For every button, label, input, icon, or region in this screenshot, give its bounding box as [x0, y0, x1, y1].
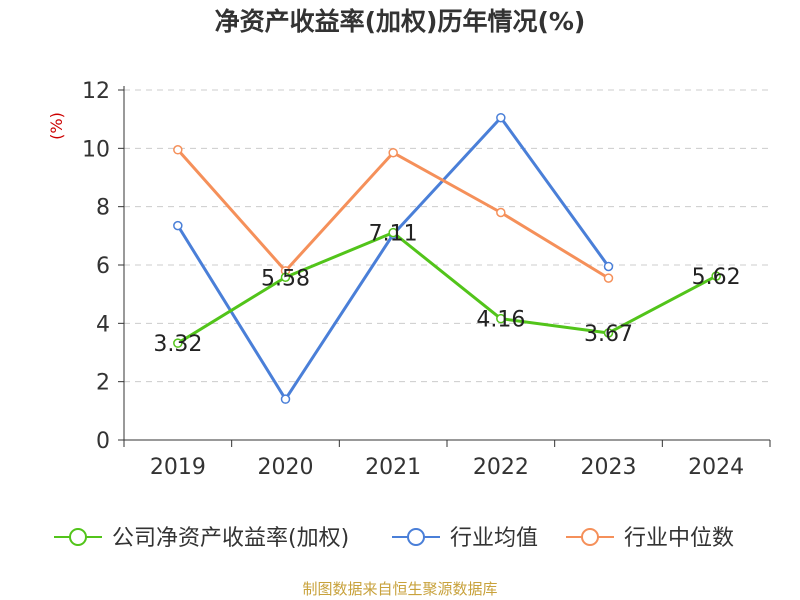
y-tick-label: 12	[82, 79, 110, 104]
chart-title: 净资产收益率(加权)历年情况(%)	[215, 7, 586, 36]
y-tick-label: 2	[96, 371, 110, 396]
series-line	[177, 231, 717, 345]
data-point	[603, 328, 614, 338]
data-label: 7.11	[369, 222, 418, 247]
legend[interactable]: 公司净资产收益率(加权) 行业均值 行业中位数	[54, 526, 734, 551]
x-tick-label: 2023	[581, 455, 637, 480]
legend-label: 行业均值	[450, 526, 538, 551]
legend-swatch-marker	[581, 528, 599, 546]
data-point	[173, 220, 183, 231]
x-tick-label: 2021	[365, 455, 421, 480]
legend-item[interactable]: 行业中位数	[566, 526, 734, 551]
series-line	[176, 116, 610, 401]
x-tick-label: 2019	[150, 455, 206, 480]
y-tick-label: 0	[96, 429, 110, 454]
legend-item[interactable]: 行业均值	[392, 526, 538, 551]
y-axis-label: (%)	[47, 112, 66, 140]
grid-lines	[124, 89, 770, 383]
x-tick-label: 2022	[473, 455, 529, 480]
legend-item[interactable]: 公司净资产收益率(加权)	[54, 526, 349, 551]
data-label: 4.16	[476, 308, 525, 333]
data-label: 5.62	[692, 265, 741, 290]
source-note: 制图数据来自恒生聚源数据库	[302, 580, 497, 598]
y-tick-label: 8	[96, 196, 110, 221]
legend-swatch-marker	[407, 528, 425, 546]
x-tick-label: 2020	[258, 455, 314, 480]
data-label: 5.58	[261, 266, 310, 291]
legend-swatch-marker	[69, 528, 87, 546]
series-layer	[173, 112, 721, 404]
data-point	[173, 338, 183, 348]
data-point	[496, 207, 506, 218]
data-point	[280, 272, 291, 282]
series-line	[176, 148, 610, 280]
legend-label: 公司净资产收益率(加权)	[112, 526, 349, 551]
data-point	[711, 271, 721, 281]
data-labels: 3.32 5.58 7.11 4.16 3.67 5.62	[153, 222, 740, 358]
y-tick-label: 10	[82, 137, 110, 162]
y-tick-label: 4	[96, 312, 110, 337]
axes: 0 2 4 6 8 10 12 2019 2020 2021 2022 2023 2024	[82, 79, 771, 480]
series-2	[173, 145, 614, 283]
data-point	[496, 112, 506, 123]
legend-label: 行业中位数	[624, 526, 734, 551]
data-point	[603, 261, 614, 272]
data-label: 3.32	[153, 332, 202, 357]
x-tick-label: 2024	[688, 455, 744, 480]
data-label: 3.67	[584, 322, 633, 347]
data-point	[603, 273, 614, 283]
data-point	[173, 145, 183, 155]
data-point	[496, 313, 506, 324]
data-point	[388, 227, 398, 238]
series-0	[173, 227, 721, 348]
data-point	[388, 147, 398, 158]
data-point	[280, 394, 291, 404]
y-tick-label: 6	[96, 254, 110, 279]
